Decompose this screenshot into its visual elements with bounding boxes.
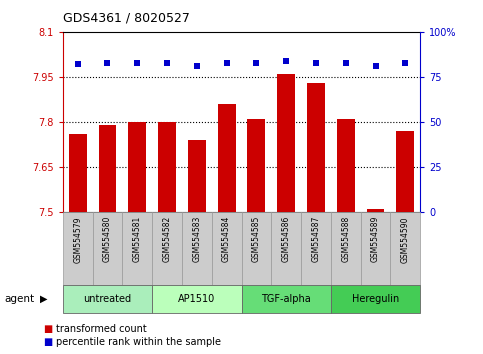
Bar <box>337 119 355 212</box>
Text: GSM554589: GSM554589 <box>371 216 380 262</box>
FancyBboxPatch shape <box>122 212 152 285</box>
FancyBboxPatch shape <box>361 212 390 285</box>
Bar <box>69 134 86 212</box>
FancyBboxPatch shape <box>242 285 331 313</box>
Text: GDS4361 / 8020527: GDS4361 / 8020527 <box>63 12 190 25</box>
Point <box>104 60 112 65</box>
Point <box>401 60 409 65</box>
Text: Heregulin: Heregulin <box>352 294 399 304</box>
FancyBboxPatch shape <box>93 212 122 285</box>
Text: GSM554579: GSM554579 <box>73 216 82 263</box>
Bar <box>188 140 206 212</box>
Text: GSM554587: GSM554587 <box>312 216 320 262</box>
Text: GSM554581: GSM554581 <box>133 216 142 262</box>
Point <box>342 60 350 65</box>
FancyBboxPatch shape <box>242 212 271 285</box>
Text: GSM554585: GSM554585 <box>252 216 261 262</box>
Text: GSM554584: GSM554584 <box>222 216 231 262</box>
Point <box>223 60 230 65</box>
Point <box>312 60 320 65</box>
FancyBboxPatch shape <box>301 212 331 285</box>
Text: ▶: ▶ <box>40 294 48 304</box>
FancyBboxPatch shape <box>182 212 212 285</box>
Point <box>193 63 201 69</box>
Bar <box>218 104 236 212</box>
Text: GSM554582: GSM554582 <box>163 216 171 262</box>
Point <box>282 58 290 64</box>
FancyBboxPatch shape <box>390 212 420 285</box>
Text: agent: agent <box>5 294 35 304</box>
Bar <box>128 122 146 212</box>
Text: GSM554590: GSM554590 <box>401 216 410 263</box>
Text: GSM554580: GSM554580 <box>103 216 112 262</box>
FancyBboxPatch shape <box>63 285 152 313</box>
Text: TGF-alpha: TGF-alpha <box>261 294 311 304</box>
FancyBboxPatch shape <box>212 212 242 285</box>
Point <box>372 63 380 69</box>
Bar <box>367 210 384 212</box>
Point <box>253 60 260 65</box>
FancyBboxPatch shape <box>271 212 301 285</box>
Bar <box>158 122 176 212</box>
Text: GSM554588: GSM554588 <box>341 216 350 262</box>
Text: GSM554586: GSM554586 <box>282 216 291 262</box>
Text: untreated: untreated <box>84 294 131 304</box>
FancyBboxPatch shape <box>63 212 93 285</box>
Point <box>133 60 141 65</box>
Text: GSM554583: GSM554583 <box>192 216 201 262</box>
Point <box>74 62 82 67</box>
Text: AP1510: AP1510 <box>178 294 215 304</box>
Text: transformed count: transformed count <box>56 324 146 334</box>
Text: percentile rank within the sample: percentile rank within the sample <box>56 337 221 347</box>
Bar <box>99 125 116 212</box>
Bar <box>247 119 265 212</box>
Point <box>163 60 171 65</box>
Bar <box>397 131 414 212</box>
Text: ■: ■ <box>43 337 53 347</box>
FancyBboxPatch shape <box>152 285 242 313</box>
Text: ■: ■ <box>43 324 53 334</box>
FancyBboxPatch shape <box>331 285 420 313</box>
FancyBboxPatch shape <box>152 212 182 285</box>
FancyBboxPatch shape <box>331 212 361 285</box>
Bar <box>307 83 325 212</box>
Bar <box>277 74 295 212</box>
